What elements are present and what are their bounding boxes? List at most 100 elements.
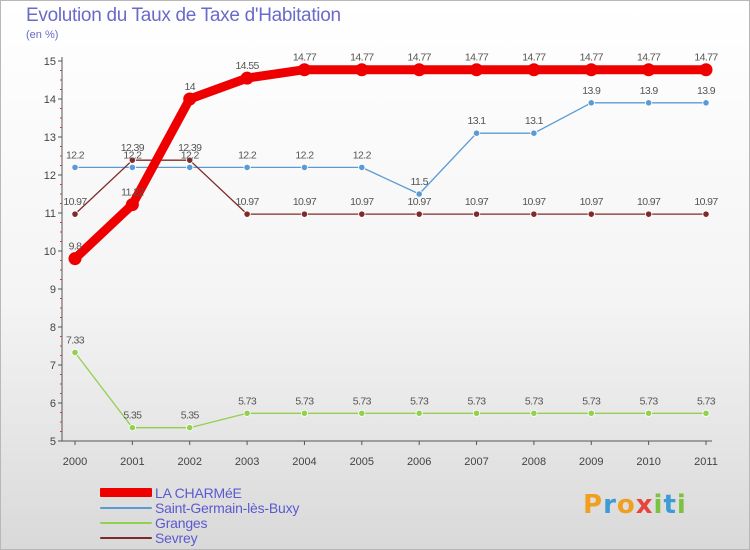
data-point	[587, 99, 595, 107]
x-tick-label: 2000	[63, 456, 87, 468]
data-label: 12.39	[178, 142, 202, 154]
data-label: 10.97	[293, 196, 317, 208]
data-point	[128, 424, 136, 432]
data-point	[587, 409, 595, 417]
data-point	[243, 163, 251, 171]
data-point	[243, 210, 251, 218]
data-point	[358, 163, 366, 171]
data-label: 12.2	[295, 149, 314, 161]
legend-label-granges: Granges	[155, 514, 208, 531]
y-tick-label: 12	[44, 170, 56, 182]
legend-swatch-saint-germain-les-buxy	[100, 506, 152, 509]
legend-item-la-charmee: LA CHARMéE	[100, 484, 299, 501]
data-label: 13.1	[468, 115, 487, 127]
data-point	[186, 424, 194, 432]
data-label: 10.97	[694, 196, 718, 208]
data-label: 5.73	[353, 395, 372, 407]
legend-item-saint-germain-les-buxy: Saint-Germain-lès-Buxy	[100, 499, 300, 516]
data-point	[186, 156, 194, 164]
data-point	[300, 163, 309, 171]
data-label: 10.97	[522, 196, 546, 208]
data-point	[645, 99, 653, 107]
data-point	[472, 210, 481, 218]
data-point	[702, 409, 710, 417]
data-point	[415, 409, 423, 417]
data-label: 10.97	[235, 196, 259, 208]
series-line	[74, 351, 707, 429]
data-label: 12.39	[121, 142, 145, 154]
y-tick-label: 5	[50, 436, 56, 448]
data-label: 5.73	[582, 395, 601, 407]
data-label: 9.8	[69, 241, 83, 253]
y-tick-label: 15	[44, 56, 56, 68]
data-label: 5.73	[238, 395, 257, 407]
legend-swatch-sevrey	[100, 536, 152, 539]
legend-label-saint-germain-les-buxy: Saint-Germain-lès-Buxy	[155, 499, 300, 516]
data-label: 13.9	[582, 85, 601, 97]
data-point	[530, 210, 538, 218]
y-tick-label: 10	[44, 246, 56, 258]
data-label: 14.77	[465, 52, 489, 64]
data-point	[587, 210, 595, 218]
data-point	[68, 252, 82, 266]
data-label: 5.73	[468, 395, 487, 407]
x-tick-label: 2003	[235, 456, 259, 468]
data-label: 12.2	[238, 149, 257, 161]
series-line	[74, 102, 707, 195]
data-point	[412, 63, 426, 77]
data-label: 5.73	[410, 395, 429, 407]
y-tick-label: 14	[44, 94, 56, 106]
data-label: 12.2	[181, 149, 200, 161]
x-tick-label: 2008	[522, 456, 546, 468]
data-point	[472, 409, 481, 417]
chart-title: Evolution du Taux de Taxe d'Habitation	[26, 5, 341, 26]
data-label: 11.5	[411, 176, 429, 188]
data-label: 5.35	[123, 410, 142, 422]
data-label: 14.77	[408, 52, 432, 64]
data-label: 10.97	[408, 196, 432, 208]
y-tick-label: 11	[45, 208, 56, 220]
legend-item-sevrey: Sevrey	[100, 529, 299, 546]
data-point	[645, 210, 653, 218]
data-point	[702, 210, 710, 218]
data-label: 10.97	[580, 196, 604, 208]
data-label: 13.9	[640, 85, 659, 97]
y-tick-label: 9	[50, 284, 56, 296]
data-label: 7.33	[66, 334, 85, 346]
x-tick-label: 2010	[636, 456, 660, 468]
data-point	[186, 163, 194, 171]
data-point	[300, 409, 309, 417]
data-point	[642, 63, 656, 77]
logo-letter: i	[676, 490, 687, 520]
data-point	[472, 129, 481, 137]
data-label: 12.2	[353, 149, 372, 161]
y-tick-label: 8	[50, 322, 56, 334]
x-tick-label: 2011	[694, 456, 718, 468]
x-tick-label: 2001	[120, 456, 144, 468]
logo-letter: i	[653, 490, 664, 520]
data-point	[240, 71, 254, 85]
data-label: 5.73	[295, 395, 314, 407]
data-point	[128, 156, 136, 164]
data-point	[415, 210, 423, 218]
data-point	[297, 63, 311, 77]
legend-label-la-charmee: LA CHARMéE	[155, 484, 242, 501]
data-point	[584, 63, 598, 77]
logo-letter: P	[583, 490, 604, 520]
chart-unit-label: (en %)	[26, 29, 59, 41]
data-point	[358, 210, 366, 218]
data-label: 5.35	[181, 410, 200, 422]
series-line	[70, 65, 711, 264]
data-label: 14.77	[637, 52, 661, 64]
data-label: 5.73	[640, 395, 659, 407]
logo-letter: o	[616, 490, 636, 520]
data-point	[530, 409, 538, 417]
data-point	[71, 210, 79, 218]
x-tick-label: 2006	[407, 456, 431, 468]
legend-item-granges: Granges	[100, 514, 299, 531]
legend-swatch-la-charmee	[100, 488, 152, 497]
data-label: 5.73	[697, 395, 716, 407]
legend-label-sevrey: Sevrey	[155, 529, 198, 546]
